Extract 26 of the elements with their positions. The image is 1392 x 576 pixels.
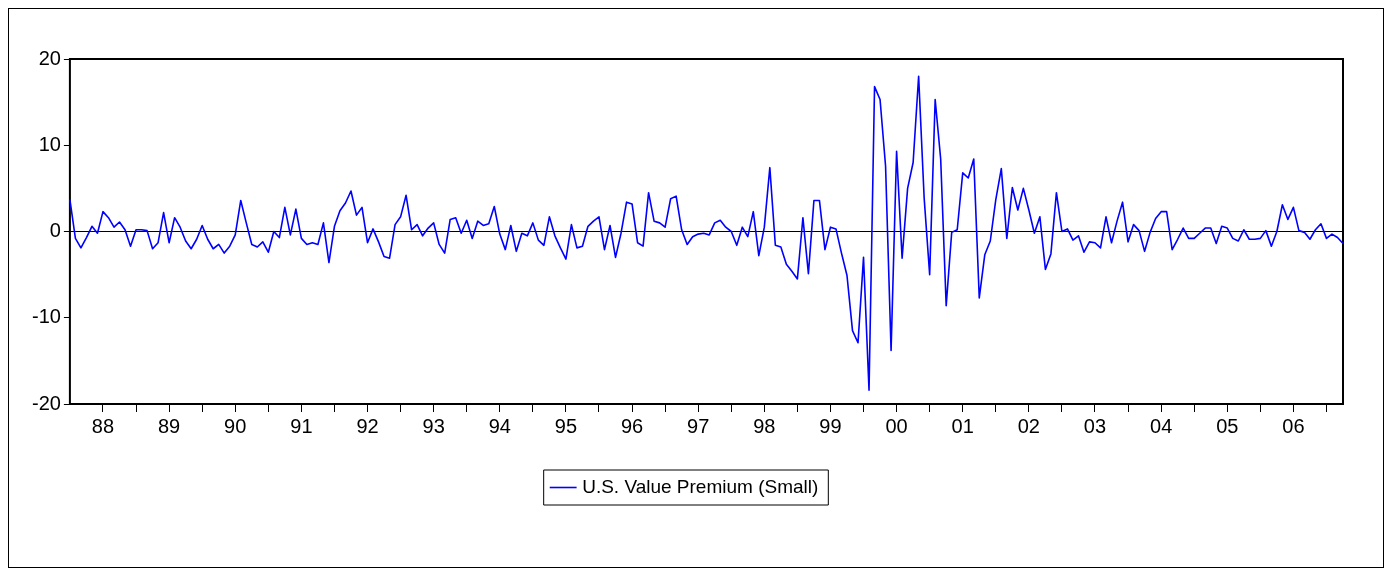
x-tick-label: 88 [91, 414, 115, 437]
x-tick-label: 91 [290, 414, 313, 437]
x-tick-label: 96 [620, 414, 644, 437]
x-tick-label: 95 [554, 414, 578, 437]
y-tick-label: -10 [32, 305, 61, 328]
x-tick-label: 06 [1282, 414, 1305, 437]
y-tick-label: -20 [32, 391, 61, 414]
x-tick-label: 99 [819, 414, 842, 437]
x-tick-label: 90 [224, 414, 247, 437]
x-tick-label: 98 [753, 414, 776, 437]
x-tick-label: 02 [1017, 414, 1040, 437]
x-tick-label: 03 [1083, 414, 1107, 437]
y-tick-label: 20 [38, 46, 61, 69]
y-tick-label: 10 [38, 132, 61, 155]
x-tick-label: 00 [885, 414, 908, 437]
x-tick-label: 89 [157, 414, 181, 437]
x-tick-label: 01 [951, 414, 974, 437]
x-tick-label: 04 [1150, 414, 1173, 437]
outer-frame: U.S. Value Premium (Small) 88 89 90 91 92 93 94 95 96 97 98 99 00 01 02 03 04 05 06 -20 -10 0 10 20 [8, 8, 1384, 568]
x-tick-label: 05 [1216, 414, 1239, 437]
x-tick-label: 97 [687, 414, 710, 437]
y-tick-label: 0 [49, 219, 61, 242]
legend-label: U.S. Value Premium (Small) [582, 475, 819, 497]
x-tick-label: 93 [422, 414, 445, 437]
x-tick-label: 92 [356, 414, 379, 437]
x-tick-label: 94 [488, 414, 511, 437]
